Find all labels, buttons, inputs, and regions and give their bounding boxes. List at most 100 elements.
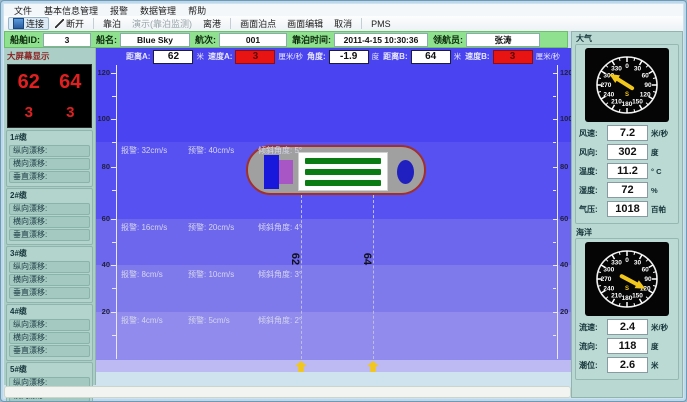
gauge-tick bbox=[618, 57, 621, 61]
gauge-tick bbox=[652, 77, 657, 80]
measure-label: 角度: bbox=[307, 52, 326, 61]
left-axis-line bbox=[116, 65, 117, 359]
measure-value: 64 bbox=[410, 49, 451, 64]
right-axis-minor-tick bbox=[553, 96, 556, 97]
toolbar-button[interactable]: 取消 bbox=[329, 17, 357, 30]
measure-line bbox=[373, 195, 374, 359]
menu-item[interactable]: 帮助 bbox=[188, 5, 207, 16]
ship-stern-block bbox=[264, 155, 279, 189]
ship-bow-ellipse bbox=[397, 160, 414, 184]
reading-label: 流速: bbox=[579, 322, 598, 332]
reading-value: 2.6 bbox=[607, 357, 648, 373]
gauge-tick bbox=[611, 254, 616, 260]
right-axis-tick-label: 40 bbox=[560, 260, 569, 269]
toolbar-button[interactable]: 画面泊点 bbox=[235, 17, 281, 30]
right-axis-tick-label: 80 bbox=[560, 162, 569, 171]
menu-item[interactable]: 数据管理 bbox=[140, 5, 177, 16]
gauge-tick bbox=[645, 102, 649, 106]
cable-group: 2#缆 纵向漂移: 横向漂移: 垂直漂移: bbox=[6, 188, 93, 245]
gauge-tick bbox=[645, 258, 649, 262]
measure-unit: 厘米/秒 bbox=[535, 52, 561, 61]
reading-unit: ° C bbox=[651, 166, 662, 176]
reading-row: 风向: 302 度 bbox=[579, 144, 675, 160]
info-field-value[interactable]: 张涛 bbox=[466, 32, 540, 47]
reading-label: 湿度: bbox=[579, 185, 598, 195]
sidebar: 大屏幕显示 62 64 3 3 1#缆 纵向漂移: 横向漂移: 垂直漂移: 2#缆 纵向漂… bbox=[4, 48, 96, 401]
info-field: 船名: Blue Sky bbox=[96, 32, 190, 47]
left-axis-tick bbox=[111, 219, 117, 220]
gauge-tick bbox=[638, 298, 643, 304]
tilt-angle-label: 倾斜角度: 4° bbox=[258, 223, 303, 232]
gauge-dial-number: 270 bbox=[601, 276, 612, 283]
right-axis-tick bbox=[553, 119, 558, 120]
measure-line-label: 64 bbox=[361, 252, 373, 266]
dock-strip bbox=[96, 359, 571, 372]
reading-label: 风速: bbox=[579, 128, 598, 138]
cable-group-list: 1#缆 纵向漂移: 横向漂移: 垂直漂移: 2#缆 纵向漂移: 横向漂移: 垂直漂移: 3#缆纵… bbox=[6, 130, 93, 401]
toolbar-button[interactable]: 连接 bbox=[8, 17, 50, 30]
gauge-dial-number: 60 bbox=[642, 73, 650, 80]
info-field-value[interactable]: Blue Sky bbox=[120, 32, 190, 47]
gauge-tick bbox=[618, 109, 621, 113]
info-field-label: 船名: bbox=[96, 35, 117, 45]
menu-item[interactable]: 报警 bbox=[110, 5, 129, 16]
ship-cargo-hold bbox=[298, 152, 388, 191]
toolbar-button[interactable]: 演示(靠泊监测) bbox=[127, 17, 197, 30]
right-axis-tick-label: 100 bbox=[560, 114, 571, 123]
gauge-tick bbox=[638, 254, 643, 260]
berthing-chart: 120 100 80 60 40 20 120 100 80 60 40 20 报警: 32cm/s 预警… bbox=[96, 65, 571, 372]
gauge-tick bbox=[600, 70, 606, 75]
measure-unit: 度 bbox=[371, 52, 380, 61]
gauge-tick bbox=[605, 102, 609, 106]
reading-row: 温度: 11.2 ° C bbox=[579, 163, 675, 179]
measure-line bbox=[301, 195, 302, 359]
measure-label: 距离A: bbox=[126, 52, 151, 61]
weather-readings: 风速: 7.2 米/秒 风向: 302 度温度: 11.2 ° C 湿度: 72% 气压: 1018 百… bbox=[579, 125, 675, 217]
right-axis-minor-tick bbox=[553, 242, 556, 243]
info-field-value[interactable]: 2011-4-15 10:30:36 bbox=[334, 32, 428, 47]
gauge-dial-number: 240 bbox=[603, 92, 614, 99]
cargo-stripe bbox=[305, 158, 381, 164]
menu-item[interactable]: 文件 bbox=[14, 5, 33, 16]
menu-item[interactable]: 基本信息管理 bbox=[44, 5, 99, 16]
toolbar-button[interactable]: 靠泊 bbox=[98, 17, 126, 30]
measure-unit: 米 bbox=[453, 52, 462, 61]
right-axis-tick bbox=[553, 219, 558, 220]
gauge-dial-number: 30 bbox=[634, 260, 642, 267]
toolbar-button[interactable]: 断开 bbox=[50, 17, 89, 30]
info-field-value[interactable]: 3 bbox=[43, 32, 91, 47]
left-axis-tick-label: 80 bbox=[101, 162, 110, 171]
toolbar-button-label: 演示(靠泊监测) bbox=[132, 19, 193, 29]
right-axis-minor-tick bbox=[553, 142, 556, 143]
cable-group-name: 2#缆 bbox=[10, 191, 27, 200]
left-axis-tick-label: 20 bbox=[101, 307, 110, 316]
right-axis-tick-label: 60 bbox=[560, 214, 569, 223]
ship-info-bar: 船舶ID: 3 船名: Blue Sky 航次: 001 靠泊时间: 2011-4-15 10… bbox=[4, 31, 568, 48]
toolbar-button[interactable]: 画面编辑 bbox=[282, 17, 328, 30]
toolbar-button[interactable]: PMS bbox=[366, 17, 396, 30]
toolbar-button[interactable]: 离港 bbox=[198, 17, 226, 30]
toolbar-button-label: PMS bbox=[371, 18, 391, 29]
info-field: 靠泊时间: 2011-4-15 10:30:36 bbox=[292, 32, 428, 47]
cable-group-name: 3#缆 bbox=[10, 249, 27, 258]
gauge-dial-number: 210 bbox=[611, 98, 622, 105]
weather-group-title: 大气 bbox=[576, 34, 592, 43]
left-axis-minor-tick bbox=[112, 242, 116, 243]
gauge-tick bbox=[638, 104, 643, 110]
gauge-tick bbox=[633, 303, 636, 307]
reading-value: 7.2 bbox=[607, 125, 648, 141]
gauge-tick bbox=[611, 104, 616, 110]
measure-unit: 米 bbox=[196, 52, 204, 61]
reading-unit: 百帕 bbox=[651, 204, 666, 214]
reading-value: 2.4 bbox=[607, 319, 648, 335]
gauge-tick bbox=[600, 289, 606, 294]
dock-sensor-pin bbox=[367, 361, 379, 372]
gauge-dial-number: 300 bbox=[603, 73, 614, 80]
measure-field: 距离A: 62 米 bbox=[126, 49, 204, 64]
info-field-value[interactable]: 001 bbox=[219, 32, 287, 47]
drift-row: 纵向漂移: bbox=[9, 145, 90, 157]
reading-value: 118 bbox=[607, 338, 648, 354]
wind-gauge-wrap: 0 30 60 90 120 150 180 210 240 270 300 330 S bbox=[579, 48, 675, 122]
right-axis-tick bbox=[553, 73, 558, 74]
